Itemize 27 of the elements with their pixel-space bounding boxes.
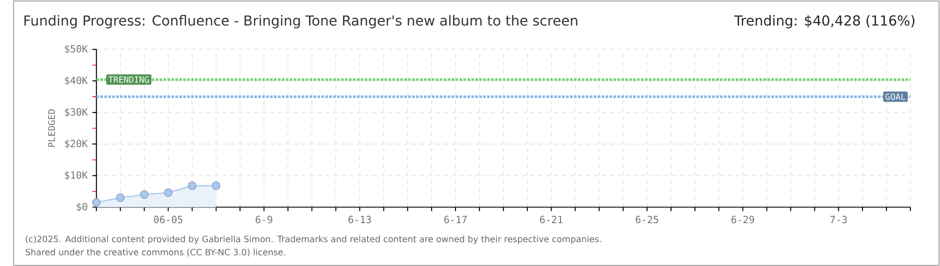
y-tick-label: $40K xyxy=(64,76,88,86)
ref-line-label: GOAL xyxy=(886,93,906,100)
x-tick-label: 6-25 xyxy=(636,216,658,224)
y-axis-title: PLEDGED xyxy=(48,109,56,147)
x-tick-label: 6-9 xyxy=(256,216,272,224)
chart-subtitle: Trending: $40,428 (116%) xyxy=(734,14,914,28)
y-tick-label: $20K xyxy=(64,139,88,148)
x-tick-label: 6-29 xyxy=(732,216,754,224)
x-tick-label: 6-21 xyxy=(540,216,562,224)
chart-title: Funding Progress: Confluence - Bringing Tone Ranger's new album to the screen xyxy=(24,14,578,28)
x-tick-label: 6-17 xyxy=(444,216,467,224)
point xyxy=(188,181,196,190)
x-tick-label: 7-3 xyxy=(830,216,847,224)
point xyxy=(92,198,101,206)
x-tick-label: 06-05 xyxy=(154,216,182,224)
point xyxy=(212,181,220,190)
y-tick-label: $50K xyxy=(64,44,88,54)
point xyxy=(116,193,125,202)
text: (c)2025. Additional content provided by Gabriella Simon. Trademarks and related content are owned by their respective companies. xyxy=(26,235,601,244)
y-tick-label: $10K xyxy=(64,170,88,180)
text: Shared under the creative commons (CC BY-NC 3.0) license. xyxy=(26,248,286,256)
y-tick-label: $0 xyxy=(76,202,88,212)
point xyxy=(140,190,149,199)
y-tick-label: $30K xyxy=(64,108,88,117)
ref-line-label: TRENDING xyxy=(108,76,149,83)
x-tick-label: 6-13 xyxy=(348,216,371,224)
point xyxy=(164,188,172,197)
